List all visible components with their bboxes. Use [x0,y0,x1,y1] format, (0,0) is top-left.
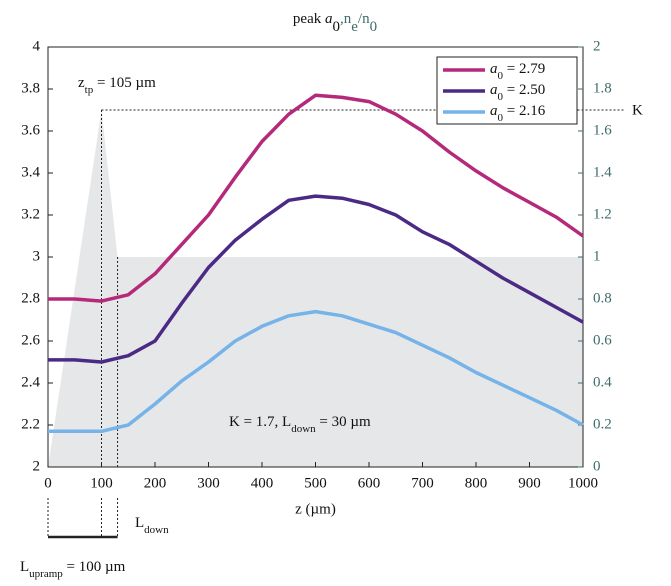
text-piece: = 30 µm [316,414,371,430]
text-piece: = 2.16 [503,103,546,119]
y-tick-label: 3.8 [21,80,40,96]
x-tick-label: 100 [90,475,113,491]
text-piece: , [340,11,344,27]
annotation: K = 1.7, Ldown = 30 µm [229,414,371,434]
text-piece: a [490,61,498,77]
y-tick-label: 3 [33,248,41,264]
legend-label: a0 = 2.16 [490,103,546,123]
y-tick-label: 3.2 [21,206,40,222]
y-tick-label: 2.8 [21,290,40,306]
chart-title: peak a0,ne/n0 [293,11,377,35]
text-piece: 0 [498,70,504,82]
text-piece: n [344,11,352,27]
text-piece: tp [85,84,94,96]
text-piece: down [144,524,169,536]
y-tick-label: 2.4 [21,374,40,390]
y-tick-label: 3.4 [21,164,40,180]
y2-tick-label: 0 [593,458,601,474]
text-piece: 0 [370,19,378,35]
x-tick-label: 700 [411,475,434,491]
density-area [48,110,583,467]
series-line [48,93,585,303]
text-piece: /n [358,11,370,27]
text-piece: a [490,82,498,98]
y-tick-label: 2.2 [21,416,40,432]
text-piece: L [135,515,144,531]
text-piece: down [291,423,316,435]
y2-tick-label: 1 [593,248,601,264]
y2-tick-label: 0.4 [593,374,612,390]
x-tick-label: 400 [251,475,274,491]
y2-tick-label: 1.8 [593,80,612,96]
text-piece: = 100 µm [63,559,126,575]
y2-tick-label: 1.4 [593,164,612,180]
x-tick-label: 200 [144,475,167,491]
text-piece: K = 1.7, L [229,414,291,430]
annotation: ztp = 105 µm [78,75,156,95]
text-piece: = 105 µm [93,75,156,91]
text-piece: e [351,19,358,35]
x-tick-label: 900 [518,475,541,491]
text-piece: = 2.50 [503,82,545,98]
text-piece: 0 [498,112,504,124]
annotation: Lupramp = 100 µm [20,559,126,579]
x-tick-label: 300 [197,475,220,491]
legend-label: a0 = 2.79 [490,61,545,81]
annotation: K [632,102,643,118]
text-piece: = 2.79 [503,61,545,77]
y2-tick-label: 0.6 [593,332,612,348]
text-piece: a [490,103,498,119]
x-tick-label: 600 [358,475,381,491]
text-piece: a [325,11,333,27]
text-piece: L [20,559,29,575]
y2-tick-label: 0.8 [593,290,612,306]
x-tick-label: 500 [304,475,327,491]
series-line [48,309,584,434]
text-piece: z [78,75,85,91]
y-tick-label: 4 [33,38,41,54]
annotation: Ldown [135,515,169,535]
text-piece: 0 [498,91,504,103]
y2-tick-label: 2 [593,38,601,54]
text-piece: peak [293,11,325,27]
x-tick-label: 0 [44,475,52,491]
y2-tick-label: 1.6 [593,122,612,138]
text-piece: upramp [29,568,63,580]
x-axis-label: z (µm) [295,501,336,517]
legend-label: a0 = 2.50 [490,82,545,102]
series-line [48,194,584,364]
x-tick-label: 1000 [568,475,598,491]
x-tick-label: 800 [465,475,488,491]
y2-tick-label: 0.2 [593,416,612,432]
y2-tick-label: 1.2 [593,206,612,222]
text-piece: 0 [332,19,340,35]
y-tick-label: 2 [33,458,41,474]
y-tick-label: 2.6 [21,332,40,348]
y-tick-label: 3.6 [21,122,40,138]
